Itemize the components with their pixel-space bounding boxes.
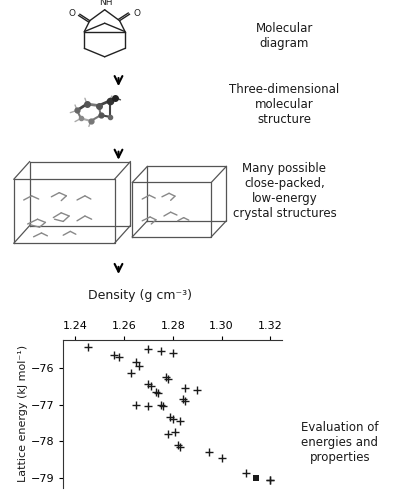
Text: Molecular
diagram: Molecular diagram (256, 22, 313, 50)
Text: Density (g cm⁻³): Density (g cm⁻³) (88, 290, 192, 302)
Text: Evaluation of
energies and
properties: Evaluation of energies and properties (301, 421, 378, 464)
Text: NH: NH (99, 0, 112, 7)
Text: O: O (69, 9, 76, 18)
Y-axis label: Lattice energy (kJ mol⁻¹): Lattice energy (kJ mol⁻¹) (18, 345, 28, 482)
Text: Many possible
close-packed,
low-energy
crystal structures: Many possible close-packed, low-energy c… (233, 162, 336, 220)
Text: Three-dimensional
molecular
structure: Three-dimensional molecular structure (229, 83, 340, 126)
Text: O: O (134, 9, 140, 18)
